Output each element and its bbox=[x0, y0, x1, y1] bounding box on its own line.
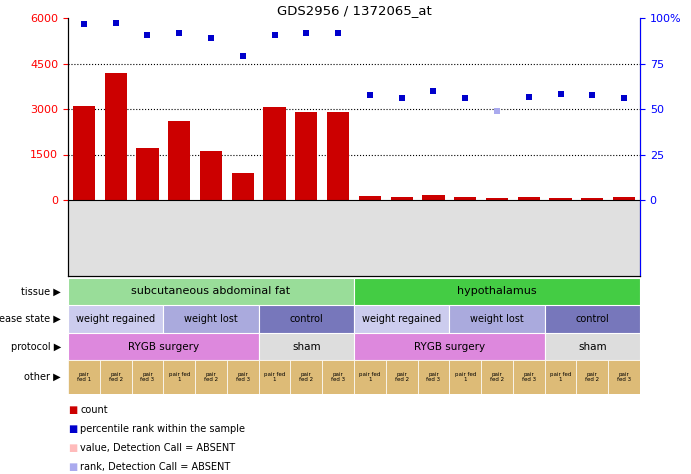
Bar bbox=[104, 73, 126, 200]
Bar bbox=[100, 360, 131, 394]
Text: pair
fed 2: pair fed 2 bbox=[204, 372, 218, 383]
Bar bbox=[68, 305, 163, 333]
Bar bbox=[327, 112, 349, 200]
Text: pair
fed 2: pair fed 2 bbox=[395, 372, 409, 383]
Bar bbox=[390, 197, 413, 200]
Text: ■: ■ bbox=[68, 424, 77, 434]
Text: disease state ▶: disease state ▶ bbox=[0, 314, 61, 324]
Title: GDS2956 / 1372065_at: GDS2956 / 1372065_at bbox=[276, 4, 431, 17]
Text: other ▶: other ▶ bbox=[24, 372, 61, 382]
Bar bbox=[231, 173, 254, 200]
Text: ■: ■ bbox=[68, 462, 77, 472]
Text: rank, Detection Call = ABSENT: rank, Detection Call = ABSENT bbox=[80, 462, 231, 472]
Text: pair
fed 2: pair fed 2 bbox=[490, 372, 504, 383]
Bar bbox=[481, 360, 513, 394]
Text: value, Detection Call = ABSENT: value, Detection Call = ABSENT bbox=[80, 443, 236, 453]
Text: hypothalamus: hypothalamus bbox=[457, 286, 537, 297]
Text: control: control bbox=[576, 314, 609, 324]
Text: percentile rank within the sample: percentile rank within the sample bbox=[80, 424, 245, 434]
Bar bbox=[68, 360, 100, 394]
Bar bbox=[163, 305, 258, 333]
Text: pair
fed 3: pair fed 3 bbox=[426, 372, 440, 383]
Text: pair
fed 2: pair fed 2 bbox=[585, 372, 599, 383]
Bar bbox=[545, 305, 640, 333]
Bar bbox=[417, 360, 449, 394]
Bar bbox=[163, 360, 195, 394]
Text: pair
fed 2: pair fed 2 bbox=[299, 372, 314, 383]
Text: tissue ▶: tissue ▶ bbox=[21, 286, 61, 297]
Text: pair
fed 3: pair fed 3 bbox=[331, 372, 346, 383]
Bar bbox=[449, 360, 481, 394]
Text: pair fed
1: pair fed 1 bbox=[359, 372, 381, 383]
Text: RYGB surgery: RYGB surgery bbox=[414, 341, 485, 352]
Bar bbox=[258, 360, 290, 394]
Text: subcutaneous abdominal fat: subcutaneous abdominal fat bbox=[131, 286, 290, 297]
Bar bbox=[258, 333, 354, 360]
Bar bbox=[486, 198, 508, 200]
Text: pair
fed 3: pair fed 3 bbox=[522, 372, 536, 383]
Text: weight regained: weight regained bbox=[362, 314, 442, 324]
Text: pair fed
1: pair fed 1 bbox=[169, 372, 190, 383]
Bar bbox=[200, 152, 222, 200]
Text: pair
fed 3: pair fed 3 bbox=[140, 372, 155, 383]
Bar bbox=[354, 305, 449, 333]
Bar bbox=[136, 148, 158, 200]
Text: pair fed
1: pair fed 1 bbox=[550, 372, 571, 383]
Bar bbox=[576, 360, 608, 394]
Bar bbox=[613, 197, 635, 200]
Text: weight lost: weight lost bbox=[470, 314, 524, 324]
Bar bbox=[354, 278, 640, 305]
Bar bbox=[386, 360, 417, 394]
Text: control: control bbox=[290, 314, 323, 324]
Bar bbox=[195, 360, 227, 394]
Text: sham: sham bbox=[292, 341, 321, 352]
Bar bbox=[518, 197, 540, 200]
Text: pair fed
1: pair fed 1 bbox=[264, 372, 285, 383]
Bar bbox=[354, 333, 545, 360]
Bar bbox=[454, 197, 476, 200]
Bar bbox=[73, 106, 95, 200]
Bar bbox=[513, 360, 545, 394]
Text: ■: ■ bbox=[68, 443, 77, 453]
Bar bbox=[549, 198, 571, 200]
Text: pair
fed 3: pair fed 3 bbox=[236, 372, 250, 383]
Text: pair fed
1: pair fed 1 bbox=[455, 372, 476, 383]
Bar bbox=[581, 198, 603, 200]
Bar bbox=[227, 360, 258, 394]
Text: weight regained: weight regained bbox=[76, 314, 155, 324]
Text: weight lost: weight lost bbox=[184, 314, 238, 324]
Bar bbox=[263, 108, 285, 200]
Bar bbox=[295, 112, 317, 200]
Text: count: count bbox=[80, 405, 108, 415]
Bar bbox=[168, 121, 190, 200]
Bar bbox=[322, 360, 354, 394]
Bar bbox=[449, 305, 545, 333]
Bar bbox=[68, 200, 640, 276]
Text: ■: ■ bbox=[68, 405, 77, 415]
Text: pair
fed 1: pair fed 1 bbox=[77, 372, 91, 383]
Bar bbox=[68, 333, 258, 360]
Bar bbox=[68, 278, 354, 305]
Bar bbox=[359, 196, 381, 200]
Bar bbox=[545, 333, 640, 360]
Bar bbox=[290, 360, 322, 394]
Bar bbox=[131, 360, 163, 394]
Bar bbox=[258, 305, 354, 333]
Text: pair
fed 2: pair fed 2 bbox=[108, 372, 123, 383]
Bar bbox=[422, 195, 444, 200]
Text: RYGB surgery: RYGB surgery bbox=[128, 341, 199, 352]
Text: pair
fed 3: pair fed 3 bbox=[617, 372, 631, 383]
Text: protocol ▶: protocol ▶ bbox=[11, 341, 61, 352]
Bar bbox=[354, 360, 386, 394]
Bar bbox=[608, 360, 640, 394]
Bar bbox=[545, 360, 576, 394]
Text: sham: sham bbox=[578, 341, 607, 352]
